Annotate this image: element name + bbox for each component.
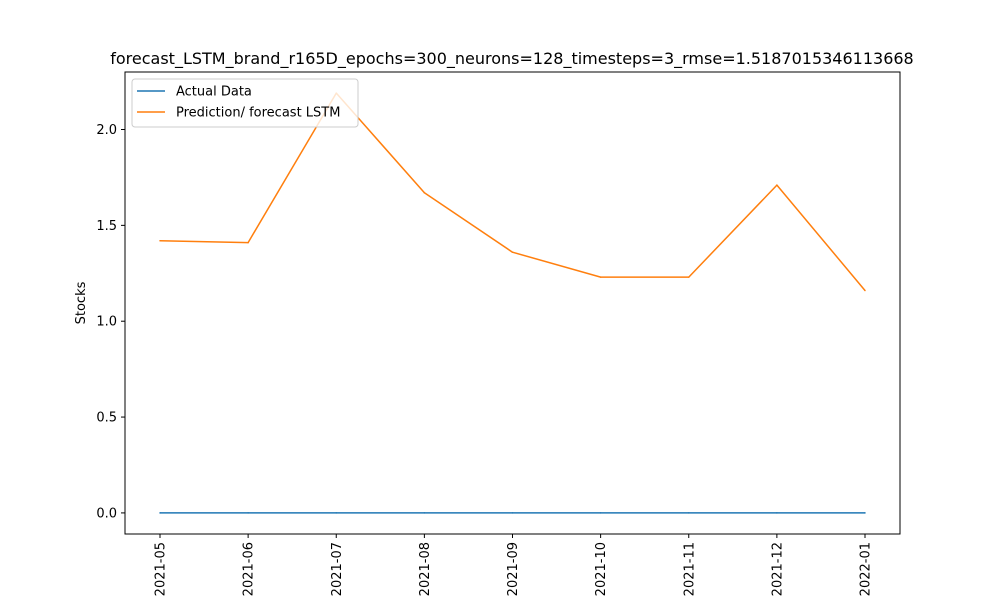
y-tick-label: 1.5 [96, 219, 117, 234]
chart-title: forecast_LSTM_brand_r165D_epochs=300_neu… [110, 49, 913, 69]
y-axis-label: Stocks [74, 281, 89, 324]
legend-box [131, 78, 359, 128]
x-tick-label: 2021-07 [330, 542, 345, 596]
data-point [423, 192, 426, 194]
data-point [159, 512, 161, 514]
data-point [864, 512, 866, 514]
data-point [335, 512, 337, 514]
y-tick-label: 1.0 [96, 315, 117, 330]
x-tick-label: 2022-01 [859, 542, 874, 596]
x-axis: 2021-05 2021-06 2021-07 2021-08 2021-09 2021-… [154, 534, 874, 596]
data-point [511, 512, 514, 514]
data-point [688, 276, 690, 278]
x-tick-label: 2021-11 [682, 542, 697, 596]
data-point [247, 512, 249, 514]
data-point [688, 512, 690, 514]
data-point [159, 239, 161, 242]
legend-label-1: Prediction/ forecast LSTM [176, 106, 340, 121]
data-point [776, 184, 778, 186]
y-tick-label: 0.5 [96, 411, 117, 426]
x-tick-label: 2021-05 [154, 542, 169, 596]
data-point [511, 251, 514, 253]
data-point [423, 512, 426, 514]
legend: Actual Data Prediction/ forecast LSTM [131, 78, 359, 128]
x-tick-label: 2021-08 [418, 542, 433, 596]
data-point [864, 289, 866, 292]
x-tick-label: 2021-06 [242, 542, 257, 596]
y-axis: 0.0 0.5 1.0 1.5 2.0 [96, 123, 125, 521]
plot-area [124, 71, 901, 535]
data-point [247, 241, 249, 244]
x-tick-label: 2021-10 [594, 542, 609, 596]
x-tick-label: 2021-12 [770, 542, 785, 596]
y-tick-label: 2.0 [96, 123, 117, 138]
legend-label-0: Actual Data [176, 85, 252, 100]
data-point [776, 512, 778, 514]
data-point [599, 276, 602, 278]
y-tick-label: 0.0 [96, 506, 117, 521]
series-layer [159, 92, 866, 514]
data-point [599, 512, 602, 514]
x-tick-label: 2021-09 [506, 542, 521, 596]
